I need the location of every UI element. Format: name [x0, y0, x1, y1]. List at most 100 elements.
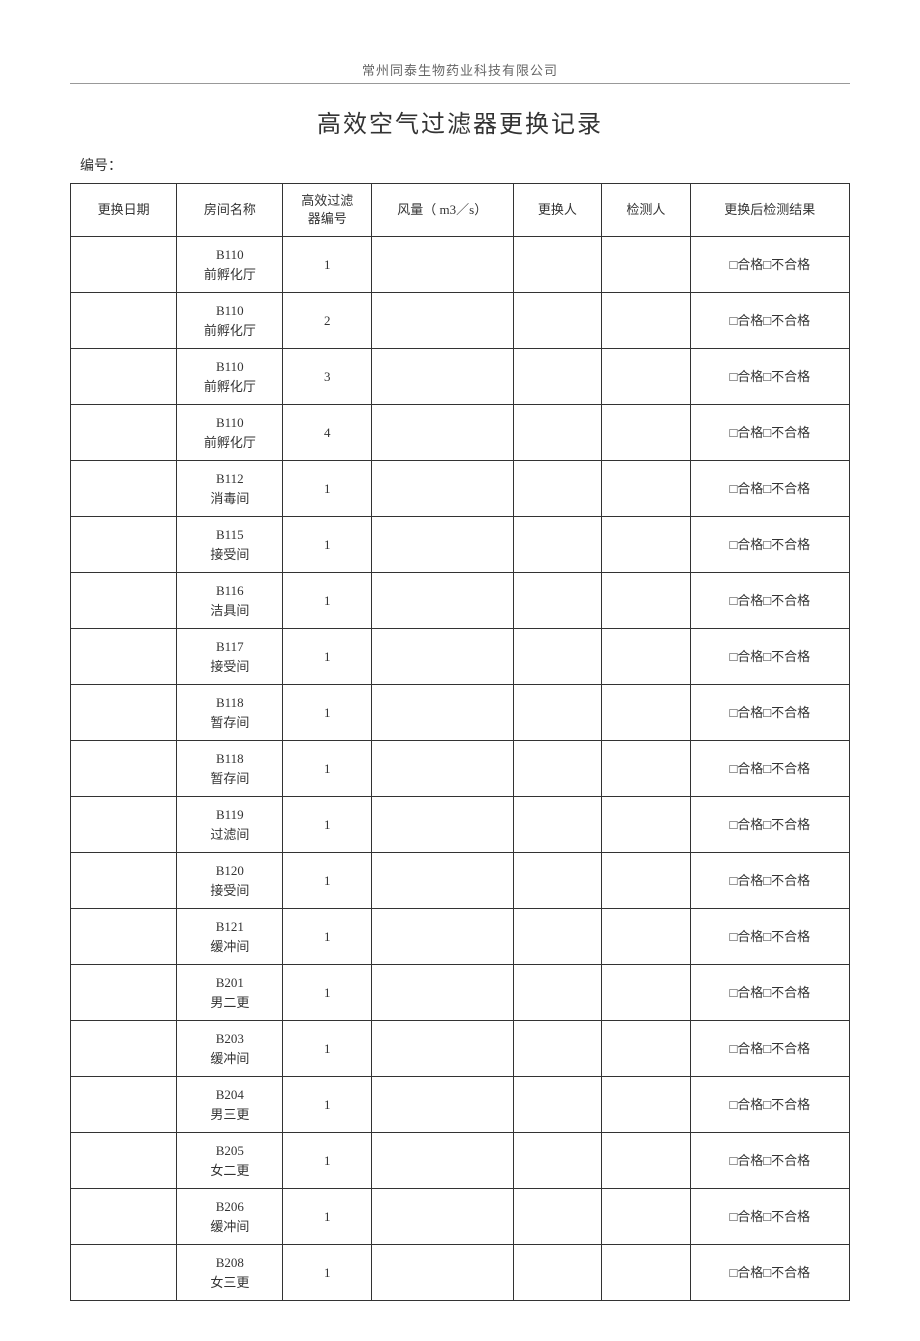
- cell-filter-no: 1: [283, 461, 372, 517]
- cell-inspector: [602, 1133, 691, 1189]
- cell-filter-no: 1: [283, 1133, 372, 1189]
- cell-air-volume: [371, 797, 513, 853]
- table-row: B110 前孵化厅4□合格□不合格: [71, 405, 850, 461]
- cell-air-volume: [371, 685, 513, 741]
- cell-room: B121 缓冲间: [177, 909, 283, 965]
- cell-result: □合格□不合格: [690, 1077, 849, 1133]
- cell-date: [71, 853, 177, 909]
- cell-changer: [513, 797, 602, 853]
- cell-inspector: [602, 1245, 691, 1301]
- cell-air-volume: [371, 573, 513, 629]
- table-row: B204 男三更1□合格□不合格: [71, 1077, 850, 1133]
- cell-room: B110 前孵化厅: [177, 349, 283, 405]
- cell-air-volume: [371, 741, 513, 797]
- cell-changer: [513, 405, 602, 461]
- table-row: B203 缓冲间1□合格□不合格: [71, 1021, 850, 1077]
- cell-result: □合格□不合格: [690, 573, 849, 629]
- cell-filter-no: 1: [283, 685, 372, 741]
- cell-date: [71, 1077, 177, 1133]
- cell-filter-no: 1: [283, 517, 372, 573]
- cell-result: □合格□不合格: [690, 797, 849, 853]
- cell-date: [71, 1245, 177, 1301]
- cell-inspector: [602, 461, 691, 517]
- cell-filter-no: 1: [283, 1245, 372, 1301]
- cell-date: [71, 517, 177, 573]
- cell-filter-no: 1: [283, 237, 372, 293]
- cell-inspector: [602, 853, 691, 909]
- cell-air-volume: [371, 293, 513, 349]
- col-header-changer: 更换人: [513, 184, 602, 237]
- cell-air-volume: [371, 1133, 513, 1189]
- col-header-filter: 高效过滤 器编号: [283, 184, 372, 237]
- cell-inspector: [602, 517, 691, 573]
- cell-air-volume: [371, 1245, 513, 1301]
- cell-air-volume: [371, 1189, 513, 1245]
- cell-room: B204 男三更: [177, 1077, 283, 1133]
- cell-inspector: [602, 965, 691, 1021]
- cell-filter-no: 1: [283, 965, 372, 1021]
- cell-result: □合格□不合格: [690, 629, 849, 685]
- cell-result: □合格□不合格: [690, 685, 849, 741]
- cell-result: □合格□不合格: [690, 1021, 849, 1077]
- table-row: B121 缓冲间1 □合格□不合格: [71, 909, 850, 965]
- cell-date: [71, 629, 177, 685]
- cell-air-volume: [371, 237, 513, 293]
- serial-label: 编号：: [70, 155, 850, 175]
- cell-changer: [513, 293, 602, 349]
- cell-air-volume: [371, 965, 513, 1021]
- record-table: 更换日期 房间名称 高效过滤 器编号 风量（ m3／s） 更换人 检测人 更换后…: [70, 183, 850, 1301]
- col-header-inspector: 检测人: [602, 184, 691, 237]
- table-row: B112 消毒间1□合格□不合格: [71, 461, 850, 517]
- table-row: B205 女二更1□合格□不合格: [71, 1133, 850, 1189]
- cell-date: [71, 909, 177, 965]
- cell-room: B119 过滤间: [177, 797, 283, 853]
- cell-changer: [513, 1077, 602, 1133]
- company-header: 常州同泰生物药业科技有限公司: [70, 60, 850, 79]
- cell-air-volume: [371, 405, 513, 461]
- cell-inspector: [602, 237, 691, 293]
- cell-filter-no: 1: [283, 1021, 372, 1077]
- cell-air-volume: [371, 349, 513, 405]
- col-header-date: 更换日期: [71, 184, 177, 237]
- cell-filter-no: 1: [283, 629, 372, 685]
- cell-inspector: [602, 1021, 691, 1077]
- cell-result: □合格□不合格: [690, 965, 849, 1021]
- table-row: B208 女三更1□合格□不合格: [71, 1245, 850, 1301]
- cell-date: [71, 797, 177, 853]
- table-row: B118 暂存间1□合格□不合格: [71, 741, 850, 797]
- cell-changer: [513, 965, 602, 1021]
- cell-result: □合格□不合格: [690, 909, 849, 965]
- cell-room: B205 女二更: [177, 1133, 283, 1189]
- cell-changer: [513, 461, 602, 517]
- cell-changer: [513, 1133, 602, 1189]
- cell-inspector: [602, 405, 691, 461]
- page-title: 高效空气过滤器更换记录: [70, 104, 850, 139]
- col-header-result: 更换后检测结果: [690, 184, 849, 237]
- header-divider: [70, 83, 850, 84]
- cell-date: [71, 685, 177, 741]
- cell-room: B206 缓冲间: [177, 1189, 283, 1245]
- cell-room: B116 洁具间: [177, 573, 283, 629]
- cell-date: [71, 573, 177, 629]
- cell-inspector: [602, 629, 691, 685]
- cell-date: [71, 237, 177, 293]
- cell-room: B117 接受间: [177, 629, 283, 685]
- cell-changer: [513, 909, 602, 965]
- cell-result: □合格□不合格: [690, 293, 849, 349]
- cell-room: B118 暂存间: [177, 685, 283, 741]
- cell-room: B201 男二更: [177, 965, 283, 1021]
- table-row: B110 前孵化厅3□合格□不合格: [71, 349, 850, 405]
- cell-date: [71, 1133, 177, 1189]
- cell-air-volume: [371, 1021, 513, 1077]
- cell-result: □合格□不合格: [690, 517, 849, 573]
- cell-room: B118 暂存间: [177, 741, 283, 797]
- table-row: B206 缓冲间1□合格□不合格: [71, 1189, 850, 1245]
- cell-date: [71, 349, 177, 405]
- cell-inspector: [602, 797, 691, 853]
- cell-room: B208 女三更: [177, 1245, 283, 1301]
- cell-filter-no: 2: [283, 293, 372, 349]
- cell-date: [71, 293, 177, 349]
- cell-filter-no: 1: [283, 909, 372, 965]
- cell-result: □合格□不合格: [690, 405, 849, 461]
- col-header-air: 风量（ m3／s）: [371, 184, 513, 237]
